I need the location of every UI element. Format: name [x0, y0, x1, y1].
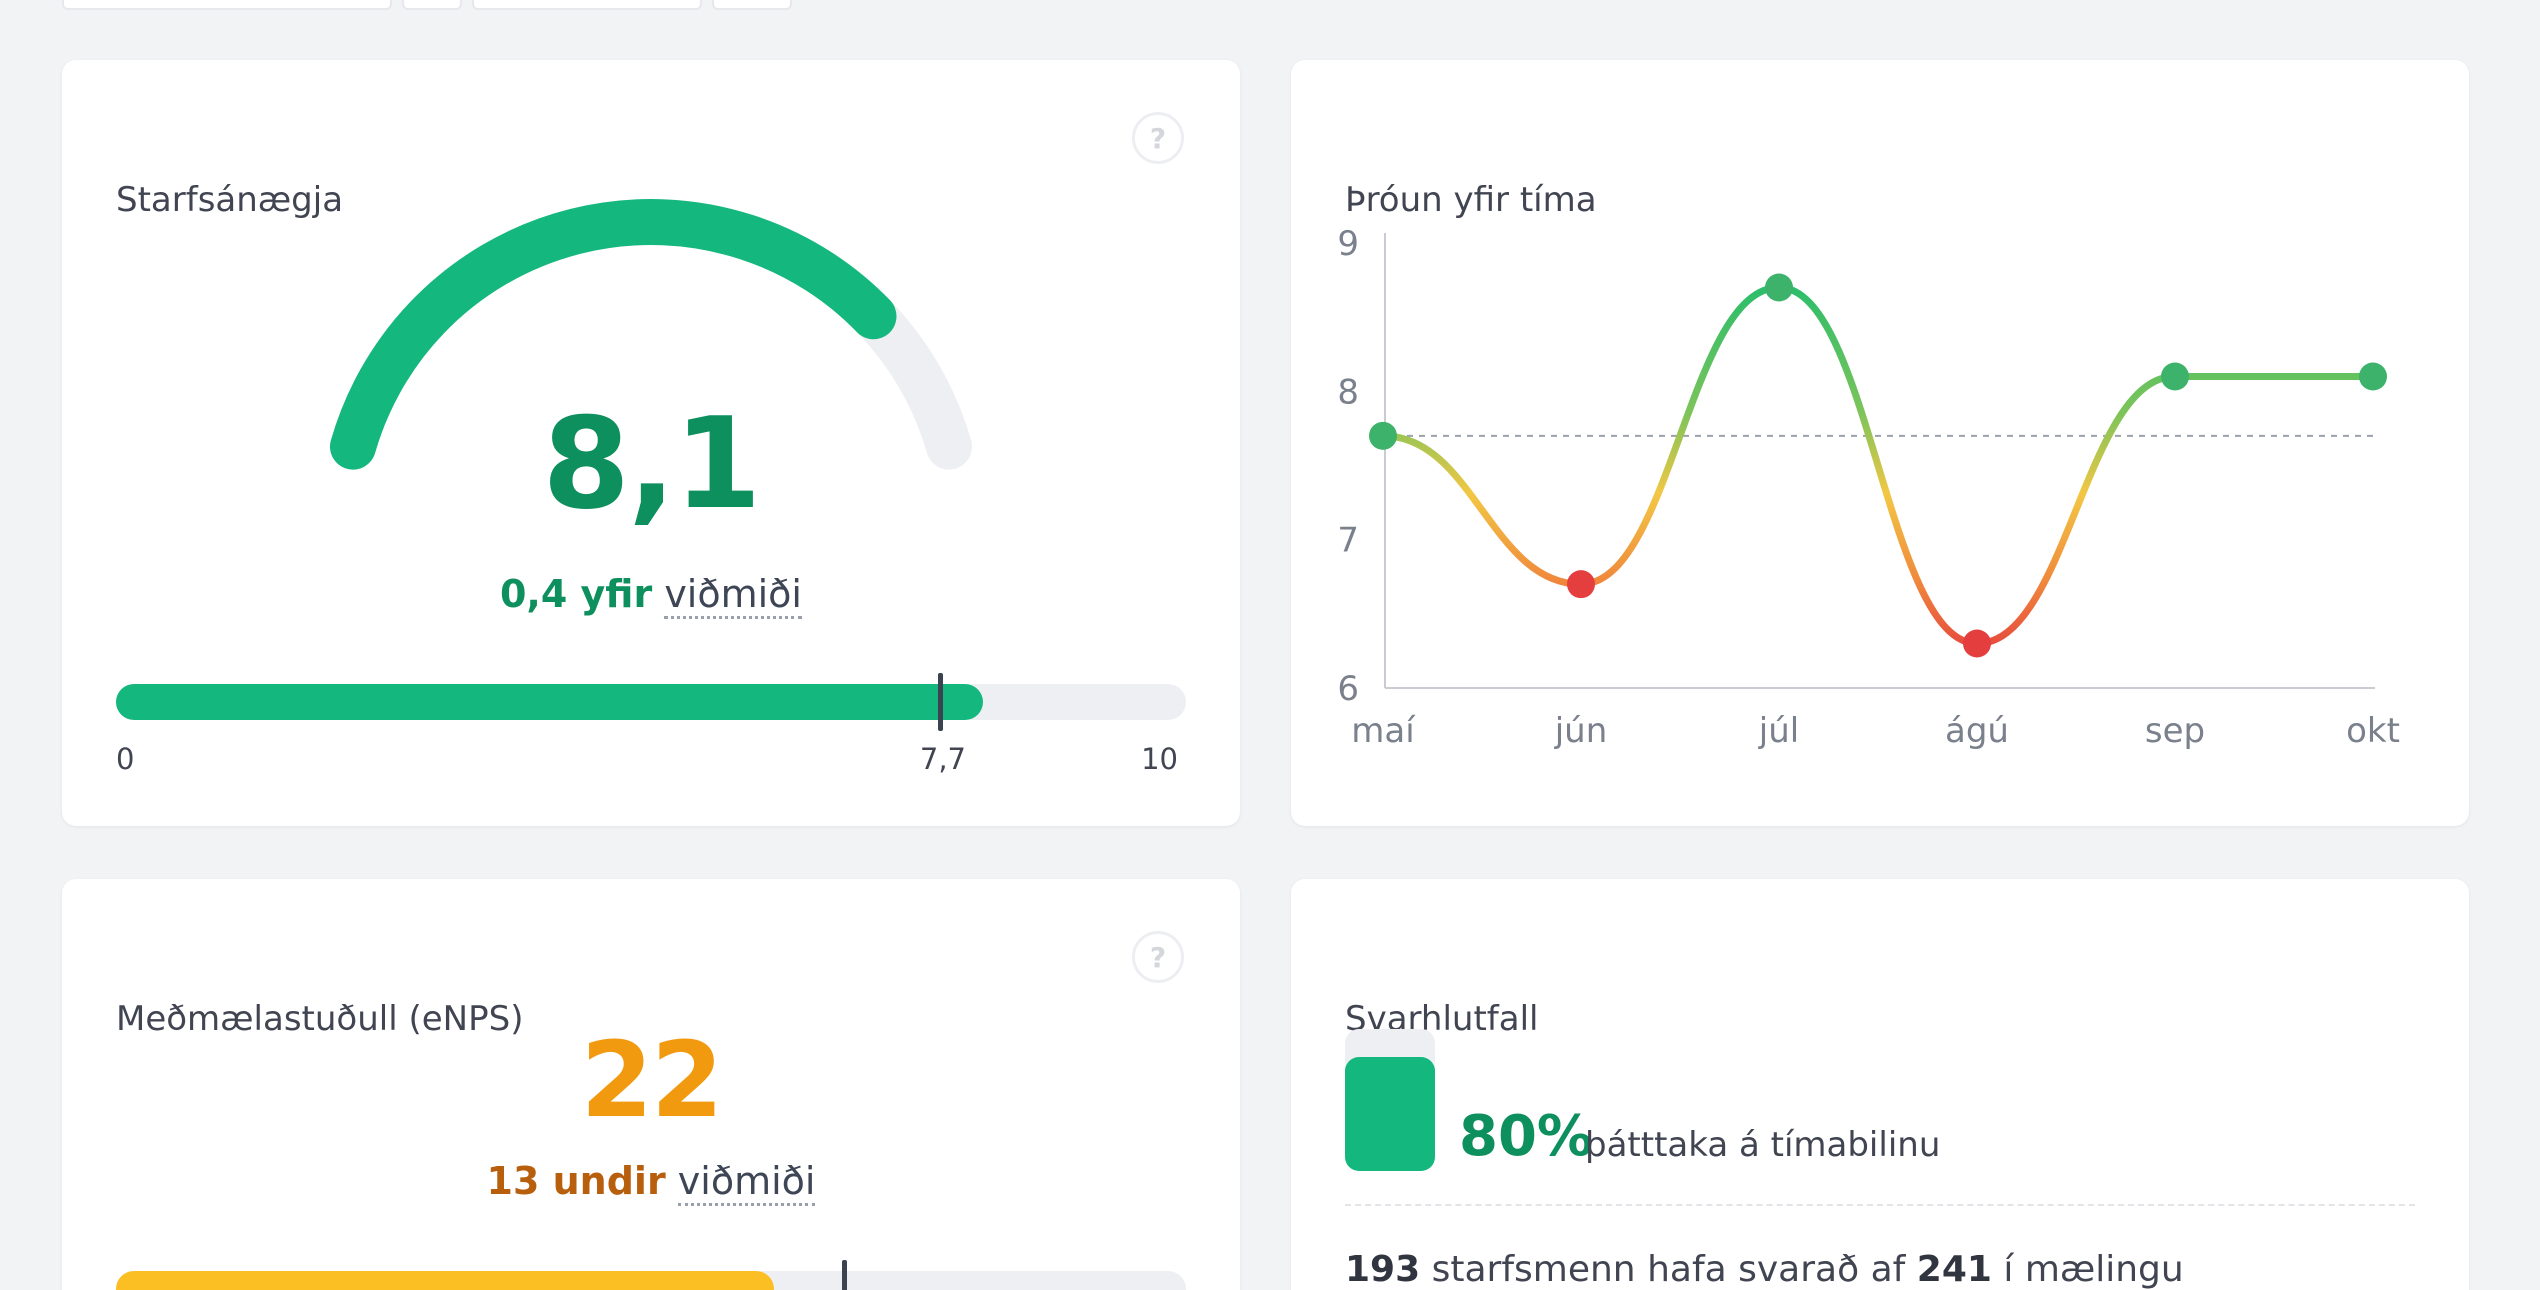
enps-bar-fill — [116, 1271, 775, 1290]
x-tick-label: okt — [2346, 711, 2400, 751]
divider — [1345, 1204, 2415, 1206]
answered-count: 193 — [1345, 1249, 1421, 1290]
card-title: Þróun yfir tíma — [1345, 180, 1597, 220]
enps-comparison: 13 undir viðmiði — [62, 1159, 1240, 1206]
trend-card: Þróun yfir tíma 6 7 8 9 maí jún júl ágú sep okt — [1291, 60, 2469, 826]
response-summary: 193 starfsmenn hafa svarað af 241 í mæli… — [1345, 1249, 2184, 1290]
y-tick-label: 8 — [1337, 372, 1359, 412]
satisfaction-bar-fill — [116, 684, 983, 720]
trend-chart: 6 7 8 9 maí jún júl ágú sep okt — [1337, 224, 2400, 751]
satisfaction-score: 8,1 — [542, 390, 761, 537]
enps-score: 22 — [580, 1019, 724, 1141]
data-point — [2161, 362, 2189, 391]
data-point — [1567, 570, 1595, 599]
satisfaction-bar — [116, 673, 1186, 731]
scale-min: 0 — [116, 742, 135, 776]
satisfaction-gauge — [330, 199, 972, 470]
x-tick-label: maí — [1351, 711, 1416, 751]
top-tab[interactable] — [402, 0, 462, 10]
top-tab[interactable] — [472, 0, 702, 10]
data-point — [1369, 421, 1397, 450]
satisfaction-comparison: 0,4 yfir viðmiði — [62, 572, 1240, 619]
x-tick-label: júl — [1758, 711, 1799, 751]
data-point — [1765, 273, 1793, 302]
enps-bar — [116, 1260, 1186, 1290]
enps-delta: 13 undir — [486, 1159, 666, 1203]
top-tab[interactable] — [62, 0, 392, 10]
top-tab[interactable] — [712, 0, 792, 10]
total-count: 241 — [1916, 1249, 1992, 1290]
benchmark-marker — [841, 1260, 847, 1290]
scale-max: 10 — [1141, 742, 1178, 776]
scale-benchmark: 7,7 — [919, 742, 967, 776]
summary-text: starfsmenn hafa svarað af — [1431, 1249, 1906, 1290]
x-tick-label: sep — [2145, 711, 2205, 751]
x-tick-label: jún — [1554, 711, 1608, 751]
gauge-fill — [330, 199, 897, 470]
response-rate-bar-fill — [1345, 1057, 1435, 1171]
benchmark-marker — [937, 673, 943, 731]
y-tick-label: 7 — [1337, 521, 1359, 561]
y-tick-label: 9 — [1337, 224, 1359, 264]
response-card: Svarhlutfall 80% þátttaka á tímabilinu 1… — [1291, 879, 2469, 1290]
question-circle-icon[interactable]: ? — [1132, 931, 1184, 983]
card-title: Meðmælastuðull (eNPS) — [116, 999, 524, 1039]
data-point — [1963, 629, 1991, 658]
benchmark-link[interactable]: viðmiði — [677, 1159, 816, 1206]
response-caption: þátttaka á tímabilinu — [1585, 1125, 1941, 1165]
satisfaction-delta: 0,4 yfir — [499, 572, 653, 616]
x-tick-label: ágú — [1945, 711, 2009, 751]
enps-card: Meðmælastuðull (eNPS) ? 22 13 undir viðm… — [62, 879, 1240, 1290]
benchmark-link[interactable]: viðmiði — [664, 572, 802, 619]
series-line — [1379, 283, 2377, 648]
response-percent: 80% — [1459, 1104, 1594, 1169]
y-tick-label: 6 — [1337, 669, 1359, 709]
data-point — [2359, 362, 2387, 391]
top-tab-strip — [62, 0, 792, 10]
summary-end: í mælingu — [2003, 1249, 2184, 1290]
card-title: Starfsánægja — [116, 180, 344, 220]
satisfaction-card: Starfsánægja ? 8,1 0,4 yfir viðmiði 0 7,… — [62, 60, 1240, 826]
response-rate-bar — [1345, 1029, 1435, 1171]
question-circle-icon[interactable]: ? — [1132, 112, 1184, 164]
